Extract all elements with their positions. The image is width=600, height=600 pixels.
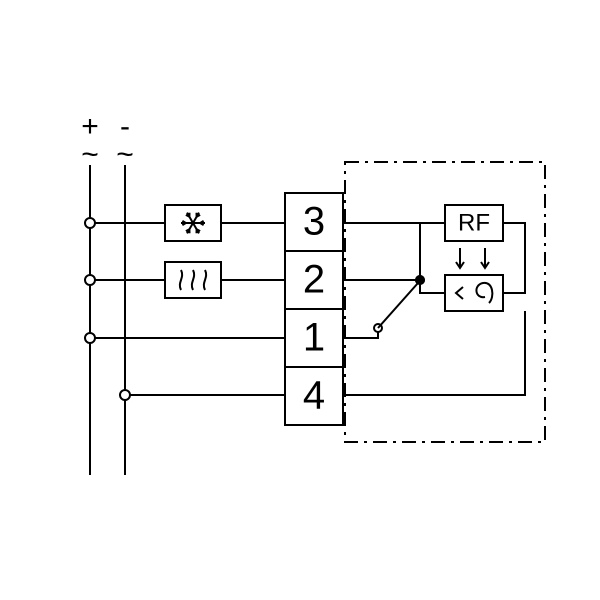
rf-arrow-1	[481, 248, 489, 268]
rf-arrow-0	[456, 248, 464, 268]
thermostat-box	[445, 275, 503, 311]
terminal-block: 3 2 1 4	[285, 193, 343, 425]
node-4	[415, 275, 425, 285]
rf-box: RF	[445, 205, 503, 241]
terminal-label-2: 2	[303, 258, 325, 302]
terminal-label-3: 3	[303, 200, 325, 244]
tap-3	[120, 390, 130, 400]
terminal-label-4: 4	[303, 374, 325, 418]
wire-8	[343, 328, 378, 338]
wire-9	[343, 311, 525, 395]
tap-0	[85, 218, 95, 228]
wire-12	[503, 223, 525, 293]
heat-box	[165, 262, 221, 298]
cool-box	[165, 205, 221, 241]
tap-2	[85, 333, 95, 343]
terminal-label-1: 1	[303, 316, 325, 360]
rf-label: RF	[458, 209, 490, 236]
tap-1	[85, 275, 95, 285]
